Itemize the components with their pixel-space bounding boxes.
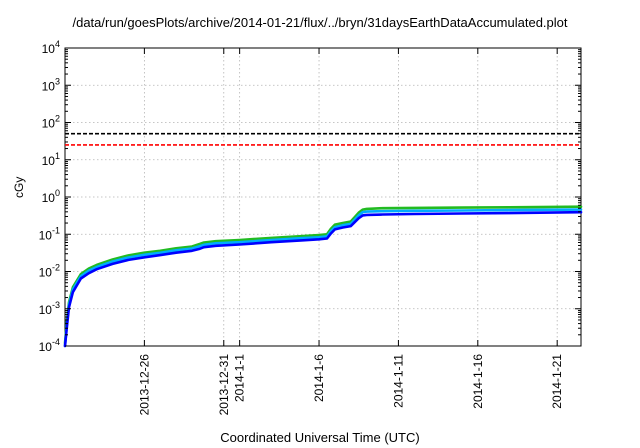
y-axis-ticks: 10-4 10-3 10-2 10-1 100 101 102 103 104 xyxy=(39,39,581,354)
chart-title: /data/run/goesPlots/archive/2014-01-21/f… xyxy=(72,15,568,30)
y-axis-title: cGy xyxy=(12,176,26,198)
x-tick-label: 2014-1-21 xyxy=(550,354,564,409)
grid-layer xyxy=(65,48,581,346)
y-tick-label: 10-3 xyxy=(39,300,60,317)
reference-lines xyxy=(65,132,581,146)
series-line-1 xyxy=(63,205,583,345)
y-tick-label: 104 xyxy=(42,39,60,56)
y-tick-label: 101 xyxy=(42,151,60,168)
x-tick-label: 2014-1-16 xyxy=(471,354,485,409)
x-tick-label: 2013-12-26 xyxy=(137,354,151,416)
series-line-2 xyxy=(63,208,583,348)
x-tick-label: 2014-1-11 xyxy=(391,354,405,408)
x-axis-title: Coordinated Universal Time (UTC) xyxy=(220,430,420,445)
y-tick-label: 10-1 xyxy=(39,225,60,242)
series-layer xyxy=(63,205,583,348)
y-tick-label: 103 xyxy=(42,76,60,93)
y-tick-label: 10-2 xyxy=(39,263,60,280)
x-tick-label: 2013-12-31 xyxy=(217,354,231,416)
y-tick-label: 100 xyxy=(42,188,60,205)
x-axis-ticks: 2013-12-26 2013-12-31 2014-1-1 2014-1-6 2014… xyxy=(137,48,564,415)
y-tick-label: 10-4 xyxy=(39,337,60,354)
series-line-3 xyxy=(63,210,583,348)
y-tick-label: 102 xyxy=(42,114,60,131)
x-tick-label: 2014-1-1 xyxy=(233,354,247,402)
x-tick-label: 2014-1-6 xyxy=(312,354,326,402)
